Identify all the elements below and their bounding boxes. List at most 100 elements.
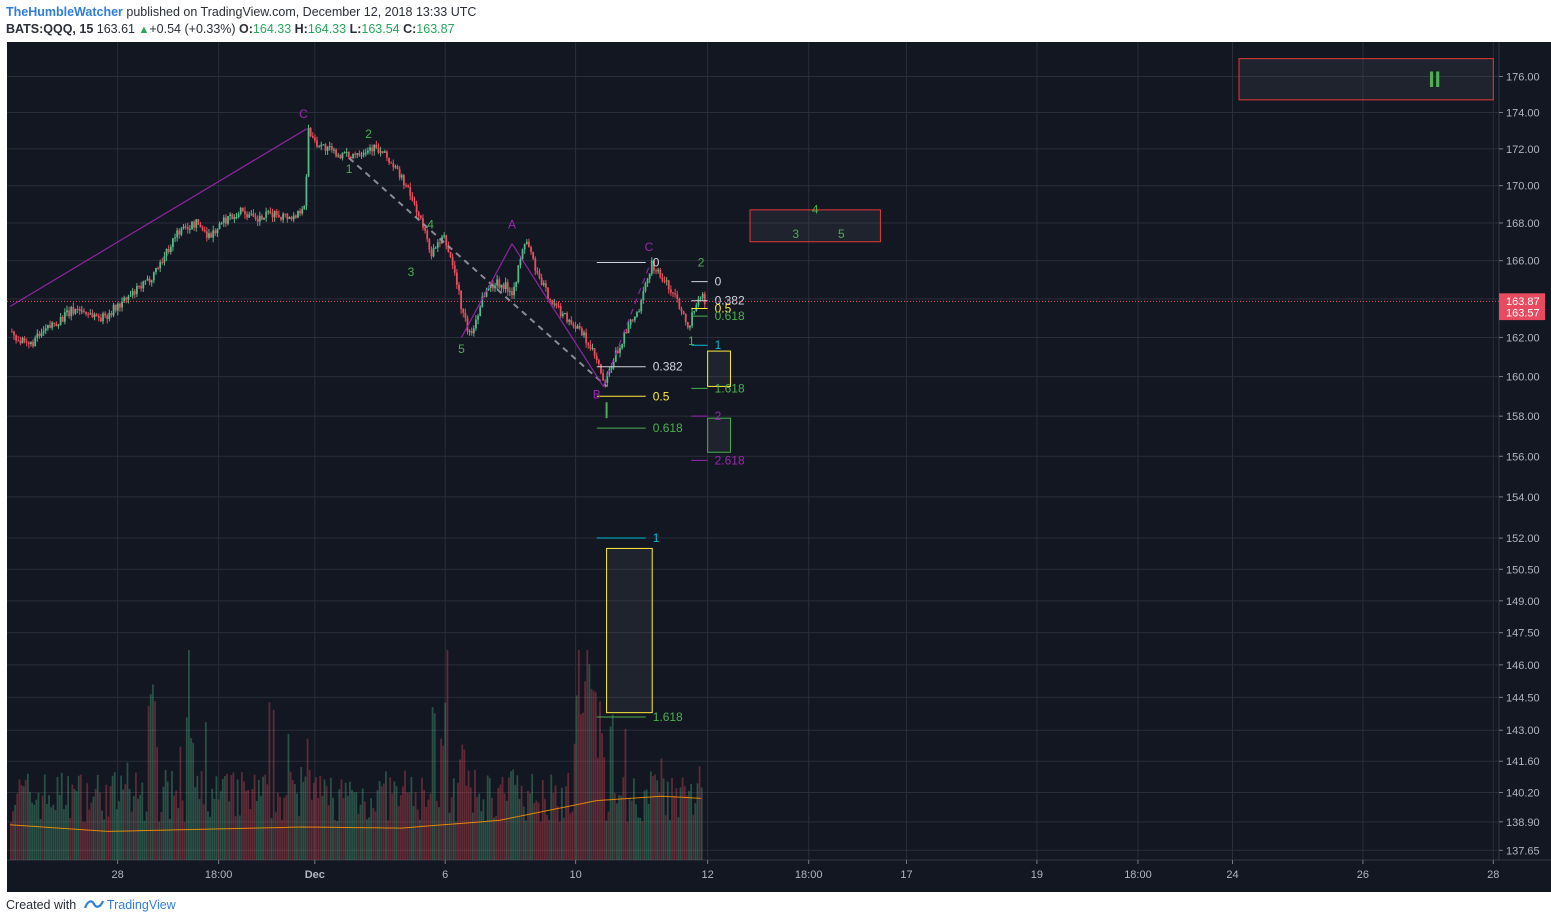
zone-fib-large-yellow [606,547,653,714]
volume-bar [399,795,402,860]
candle-body [66,310,68,313]
candle-body [381,151,384,153]
candle-body [87,313,90,315]
candle-body [218,223,221,230]
candle-body [55,323,58,326]
candle-body [104,313,107,316]
candle-body [277,214,280,217]
volume-bar [190,738,192,860]
volume-bar [141,782,144,860]
volume-bar [569,813,572,860]
volume-bar [444,702,447,860]
volume-bar [90,802,93,860]
candle-body [383,151,386,153]
volume-bar [75,791,78,860]
volume-bar [16,793,19,860]
volume-bar [160,812,163,860]
candle-body [99,317,102,322]
time-tick-label: 18:00 [795,869,823,881]
candle-body [415,204,418,213]
volume-bar [412,806,415,860]
candle-body [267,211,270,213]
candle-body [210,233,212,238]
candle-body [371,147,374,152]
candle-body [265,211,268,218]
candle-body [125,297,128,300]
volume-bar [317,798,320,860]
volume-bar [681,777,684,860]
volume-bar [361,788,364,860]
candle-body [413,200,416,205]
candle-body [402,175,405,186]
symbol-label[interactable]: BATS:QQQ, 15 [6,22,94,36]
volume-bar [22,786,25,860]
volume-bar [505,800,508,860]
price-tick-label: 170.00 [1506,181,1540,193]
candle-body [241,208,244,212]
volume-bar [168,818,171,860]
up-arrow-icon: ▲ [138,24,150,36]
candle-body [494,285,496,289]
volume-bar [469,787,472,860]
volume-bar [238,815,241,860]
candle-body [294,215,297,218]
candle-body [428,239,431,250]
time-tick-label: 12 [702,869,714,881]
candle-body [172,238,174,248]
volume-bar [353,792,356,860]
candle-body [93,314,96,318]
created-with: Created with TradingView [6,898,176,912]
candle-body [625,331,628,334]
volume-bar [643,790,646,860]
candle-body [91,313,94,318]
candle-body [364,152,367,154]
candle-body [305,176,308,206]
candle-body [650,260,653,274]
volume-bar [660,758,663,860]
author-link[interactable]: TheHumbleWatcher [6,5,123,19]
candle-body [587,343,590,345]
fib-level-label: 0 [653,256,660,270]
volume-bar [510,771,512,860]
wave-label: 4 [427,218,434,232]
candle-body [235,217,238,219]
volume-bar [304,776,307,860]
volume-bar [522,806,525,860]
volume-bar [115,809,118,860]
candle-body [186,226,189,230]
tradingview-brand[interactable]: TradingView [106,898,176,912]
time-tick-label: 18:00 [1124,869,1152,881]
candle-body [40,332,43,337]
candle-body [282,213,285,220]
volume-bar [641,821,644,860]
candle-body [502,284,505,290]
volume-bar [35,799,38,860]
candle-body [80,310,83,312]
candle-body [458,284,460,291]
volume-bar [132,796,135,860]
volume-bar [130,811,133,860]
volume-bar [342,798,345,860]
candle-body [366,150,369,153]
volume-bar [230,775,233,860]
candle-body [496,279,499,286]
volume-bar [461,744,464,860]
volume-bar [580,714,582,860]
volume-bar [135,772,137,860]
volume-bar [376,790,379,860]
close-value: 163.87 [416,22,455,36]
volume-bar [344,782,347,860]
volume-bar [73,789,76,860]
volume-bar [463,749,466,860]
candle-body [68,310,70,317]
volume-bar [418,819,421,860]
candle-body [127,296,130,300]
candle-body [430,249,433,257]
candle-body [36,333,39,338]
volume-bar [154,701,156,860]
candle-body [684,313,687,322]
price-tick-label: 137.65 [1506,845,1540,857]
candle-body [559,305,562,317]
volume-bar [435,800,438,860]
